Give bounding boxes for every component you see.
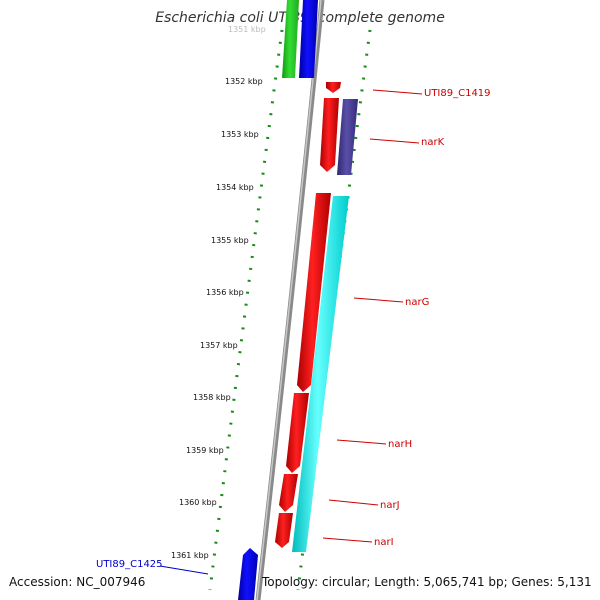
green-feature <box>282 0 299 78</box>
tick-label-1351: 1351 kbp <box>228 25 266 34</box>
tick-label-1355: 1355 kbp <box>211 236 249 245</box>
leader-narG <box>353 297 404 303</box>
blue-feature-top <box>299 0 318 78</box>
tick-label-1352: 1352 kbp <box>225 77 263 86</box>
tick-label-1357: 1357 kbp <box>200 341 238 350</box>
tick-label-1354: 1354 kbp <box>216 183 254 192</box>
tick-label-1358: 1358 kbp <box>193 393 231 402</box>
tick-label-1356: 1356 kbp <box>206 288 244 297</box>
gene-narK <box>320 98 339 172</box>
gene-label-narK: narK <box>421 137 445 148</box>
gene-narJ <box>279 474 298 512</box>
gene-narG <box>297 193 331 392</box>
leader-narJ <box>328 499 379 506</box>
gene-label-UTI89-C1425: UTI89_C1425 <box>96 559 163 570</box>
gene-UTI89-C1425 <box>238 548 258 600</box>
leader-UTI89-C1419 <box>372 89 423 95</box>
tick-label-1361: 1361 kbp <box>171 551 209 560</box>
leader-UTI89-C1425 <box>159 565 209 575</box>
cyan-feature <box>292 196 349 552</box>
gene-narI <box>275 513 293 548</box>
gene-narH <box>286 393 309 473</box>
tick-label-1360: 1360 kbp <box>179 498 217 507</box>
tick-label-1359: 1359 kbp <box>186 446 224 455</box>
leader-narK <box>369 138 420 144</box>
gene-label-UTI89-C1419: UTI89_C1419 <box>424 88 491 99</box>
purple-feature <box>337 99 358 175</box>
map-title: Escherichia coli UTI89, complete genome <box>155 10 445 26</box>
leader-narH <box>336 439 387 445</box>
accession-text: Accession: NC_007946 <box>9 575 146 589</box>
tick-label-1353: 1353 kbp <box>221 130 259 139</box>
genome-backbone <box>255 0 325 600</box>
topology-text: Topology: circular; Length: 5,065,741 bp… <box>262 575 592 589</box>
gene-label-narI: narI <box>374 537 394 548</box>
gene-label-narH: narH <box>388 439 412 450</box>
gene-UTI89-C1419 <box>326 82 341 93</box>
genome-backbone-highlight <box>256 0 322 600</box>
leader-narI <box>322 537 373 543</box>
gene-label-narG: narG <box>405 297 429 308</box>
gene-label-narJ: narJ <box>380 500 400 511</box>
inner-tick-ring <box>208 29 284 591</box>
